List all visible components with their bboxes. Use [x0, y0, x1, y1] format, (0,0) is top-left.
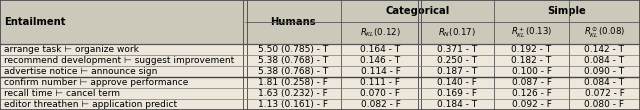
Text: 0.100 - F: 0.100 - F	[511, 67, 552, 76]
Text: 0.187 - T: 0.187 - T	[436, 67, 477, 76]
Text: 0.084 - T: 0.084 - T	[584, 56, 625, 65]
Text: 1.81 (0.258) - F: 1.81 (0.258) - F	[259, 78, 328, 87]
Text: 0.164 - T: 0.164 - T	[360, 45, 401, 54]
Text: confirm number ⊢ approve performance: confirm number ⊢ approve performance	[4, 78, 188, 87]
Text: 5.38 (0.768) - T: 5.38 (0.768) - T	[258, 56, 328, 65]
Text: Entailment: Entailment	[4, 17, 66, 27]
Text: 1.13 (0.161) - F: 1.13 (0.161) - F	[259, 100, 328, 109]
Text: 0.182 - T: 0.182 - T	[511, 56, 552, 65]
Text: $R_{KL}(0.12)$: $R_{KL}(0.12)$	[360, 27, 401, 39]
Text: editor threathen ⊢ application predict: editor threathen ⊢ application predict	[4, 100, 177, 109]
Text: advertise notice ⊢ announce sign: advertise notice ⊢ announce sign	[4, 67, 157, 76]
Text: 0.184 - T: 0.184 - T	[437, 100, 477, 109]
Text: 0.090 - T: 0.090 - T	[584, 67, 625, 76]
Text: 1.63 (0.232) - F: 1.63 (0.232) - F	[259, 89, 328, 98]
Text: 0.371 - T: 0.371 - T	[436, 45, 477, 54]
Text: 0.070 - F: 0.070 - F	[360, 89, 401, 98]
Text: 5.38 (0.768) - T: 5.38 (0.768) - T	[258, 67, 328, 76]
Text: 0.082 - F: 0.082 - F	[360, 100, 401, 109]
Text: 0.080 - F: 0.080 - F	[584, 100, 625, 109]
Text: $R_N(0.17)$: $R_N(0.17)$	[438, 27, 476, 39]
Text: $R^\odot_{KL}(0.08)$: $R^\odot_{KL}(0.08)$	[584, 26, 625, 40]
Text: recommend development ⊢ suggest improvement: recommend development ⊢ suggest improvem…	[4, 56, 234, 65]
Text: 0.169 - F: 0.169 - F	[437, 89, 477, 98]
Text: Humans: Humans	[271, 17, 316, 27]
Text: 0.142 - T: 0.142 - T	[584, 45, 625, 54]
Text: 0.084 - T: 0.084 - T	[584, 78, 625, 87]
Text: 0.192 - T: 0.192 - T	[511, 45, 552, 54]
Text: Simple: Simple	[548, 6, 586, 16]
Text: arrange task ⊢ organize work: arrange task ⊢ organize work	[4, 45, 139, 54]
Text: Categorical: Categorical	[386, 6, 450, 16]
Text: 0.126 - F: 0.126 - F	[511, 89, 552, 98]
Bar	[0, 0, 640, 44]
Text: 0.114 - F: 0.114 - F	[360, 67, 401, 76]
Text: 5.50 (0.785) - T: 5.50 (0.785) - T	[258, 45, 328, 54]
Text: 0.146 - T: 0.146 - T	[360, 56, 401, 65]
Text: $R^+_{KL}(0.13)$: $R^+_{KL}(0.13)$	[511, 26, 552, 40]
Text: 0.250 - T: 0.250 - T	[437, 56, 477, 65]
Text: 0.140 - F: 0.140 - F	[437, 78, 477, 87]
Text: 0.072 - F: 0.072 - F	[584, 89, 625, 98]
Text: 0.111 - F: 0.111 - F	[360, 78, 401, 87]
Text: 0.087 - F: 0.087 - F	[511, 78, 552, 87]
Text: 0.092 - F: 0.092 - F	[511, 100, 552, 109]
Text: recall time ⊢ cancel term: recall time ⊢ cancel term	[4, 89, 120, 98]
